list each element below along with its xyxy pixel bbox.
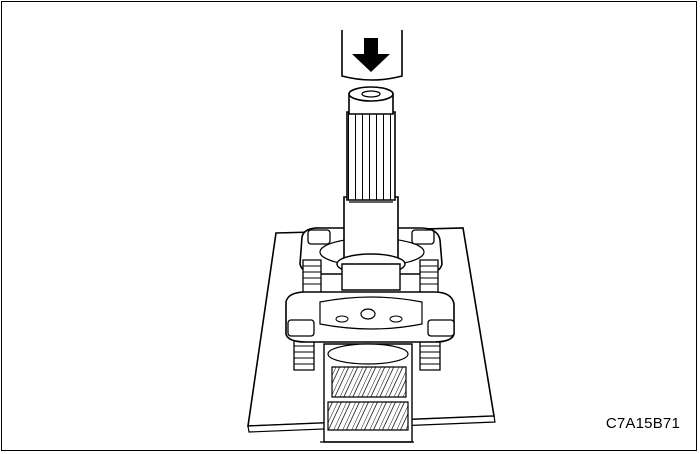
lower-gear [320,344,414,442]
figure-code: C7A15B71 [605,415,680,432]
lower-separator-plate [286,292,454,342]
shaft [337,87,405,290]
down-arrow-icon [352,38,390,72]
